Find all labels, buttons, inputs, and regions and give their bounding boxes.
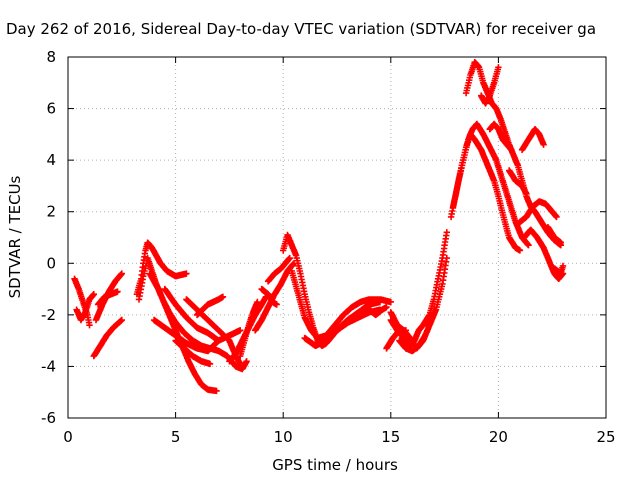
y-tick-label: 4 [46, 151, 56, 169]
y-tick-label: -4 [41, 357, 56, 375]
x-tick-label: 15 [381, 428, 400, 446]
x-tick-label: 0 [63, 428, 73, 446]
y-axis-label: SDTVAR / TECUs [6, 175, 24, 298]
y-tick-label: 2 [46, 203, 56, 221]
x-axis-label: GPS time / hours [272, 456, 398, 474]
x-tick-label: 25 [596, 428, 615, 446]
x-tick-label: 5 [171, 428, 181, 446]
y-tick-label: 6 [46, 100, 56, 118]
plot-frame [67, 56, 607, 419]
x-tick-label: 10 [274, 428, 293, 446]
y-tick-label: -6 [41, 409, 56, 427]
x-tick-label: 20 [489, 428, 508, 446]
plus-markers [71, 59, 567, 395]
y-tick-label: 0 [46, 254, 56, 272]
chart-title: Day 262 of 2016, Sidereal Day-to-day VTE… [6, 20, 596, 38]
x-axis-ticks: 0 5 10 15 20 25 [63, 57, 616, 446]
y-axis-ticks: -6 -4 -2 0 2 4 6 8 [41, 48, 606, 427]
y-tick-label: -2 [41, 306, 56, 324]
data-points [71, 59, 567, 395]
y-tick-label: 8 [46, 48, 56, 66]
